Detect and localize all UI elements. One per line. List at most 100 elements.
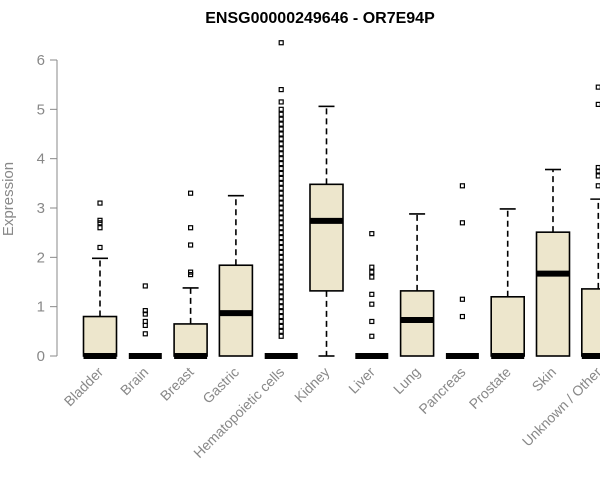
outlier-point [369,264,375,270]
outlier-point [278,99,284,105]
outlier-point [278,136,284,142]
outlier-point [188,225,194,231]
outlier-point [278,328,284,334]
x-tick-label: Kidney [291,364,333,406]
outlier-point [278,116,284,122]
outlier-point [595,173,600,179]
outlier-point [278,289,284,295]
outlier-point [278,244,284,251]
box-iqr [173,323,208,357]
x-tick-label: Skin [529,364,560,395]
outlier-point [278,175,284,181]
outlier-point [595,101,600,108]
outlier-point [369,269,375,275]
outlier-point [459,183,465,189]
box-iqr [580,288,600,357]
outlier-point [278,106,284,112]
outlier-point [278,190,284,196]
box-group [173,190,208,359]
outlier-point [278,151,284,157]
outlier-point [369,274,375,280]
outlier-point [369,318,375,325]
outlier-point [278,131,284,137]
outlier-point [278,156,284,162]
outlier-point [278,185,284,191]
outlier-point [278,126,284,132]
x-tick-label: Lung [390,364,423,397]
outlier-point [278,220,284,226]
outlier-point [278,259,284,265]
outlier-point [278,279,284,285]
x-tick-label: Bladder [61,364,107,410]
box-group [82,200,118,359]
outlier-point [278,215,284,221]
outlier-point [97,217,103,223]
x-tick-label: Liver [345,364,378,397]
outlier-point [595,164,600,171]
box-group [580,84,600,359]
outlier-point [278,304,284,310]
box-iqr [535,231,571,357]
outlier-point [595,183,600,189]
outlier-point [459,296,465,302]
outlier-point [188,242,194,248]
box-iqr [309,183,344,292]
outlier-point [278,323,284,329]
outlier-point [278,239,284,246]
outlier-point [595,84,600,90]
outlier-point [142,308,148,314]
box-iqr [399,290,435,357]
y-axis: 0 1 2 3 4 5 6 [37,52,58,365]
box-group [128,283,162,359]
y-tick-label: 6 [37,52,45,69]
outlier-point [278,111,284,117]
outlier-point [459,220,465,226]
y-tick-label: 2 [37,249,45,266]
box-iqr [490,295,526,357]
outlier-point [188,190,194,196]
outlier-point [369,231,375,237]
outlier-point [278,299,284,305]
outlier-point [278,264,284,270]
x-tick-label: Unknown / Other [519,364,600,450]
outlier-point [278,161,284,167]
outlier-point [142,318,148,325]
box-group [264,40,298,359]
outlier-point [97,244,103,251]
box-group [535,168,571,357]
outlier-point [142,283,148,289]
box-group [399,213,435,357]
y-tick-label: 0 [37,348,45,365]
outlier-point [97,200,103,206]
outlier-point [188,269,194,275]
x-tick-label: Pancreas [415,364,468,417]
box-group [445,183,479,359]
x-tick-label: Gastric [199,364,242,407]
chart-title: ENSG00000249646 - OR7E94P [205,10,435,27]
outlier-point [278,205,284,211]
outlier-point [278,294,284,300]
outlier-point [278,195,284,201]
outlier-point [278,309,284,315]
outlier-point [278,318,284,325]
outlier-point [369,301,375,307]
outlier-point [278,225,284,231]
outlier-point [369,333,375,339]
y-tick-label: 5 [37,101,45,118]
outlier-point [278,333,284,339]
outlier-point [278,313,284,320]
outlier-point [278,141,284,147]
outlier-point [278,274,284,280]
box-group [218,194,254,357]
outlier-point [278,200,284,206]
outlier-point [278,235,284,241]
x-tick-label: Brain [117,364,151,398]
outlier-point [278,170,284,177]
x-tick-label: Prostate [466,364,514,412]
outlier-point [278,284,284,290]
outlier-point [278,121,284,127]
outlier-point [97,225,103,231]
outlier-point [278,230,284,236]
